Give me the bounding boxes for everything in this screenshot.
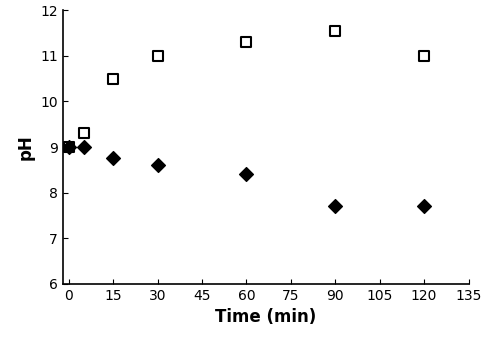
Point [420,203,428,209]
Point [242,39,250,45]
X-axis label: Time (min): Time (min) [215,308,316,326]
Y-axis label: pH: pH [16,134,35,160]
Point [109,156,117,161]
Point [65,144,72,150]
Point [331,203,339,209]
Point [80,144,87,150]
Point [331,28,339,34]
Point [80,131,87,136]
Point [242,172,250,177]
Point [109,76,117,81]
Point [65,144,72,150]
Point [154,162,161,168]
Point [154,53,161,58]
Point [420,53,428,58]
